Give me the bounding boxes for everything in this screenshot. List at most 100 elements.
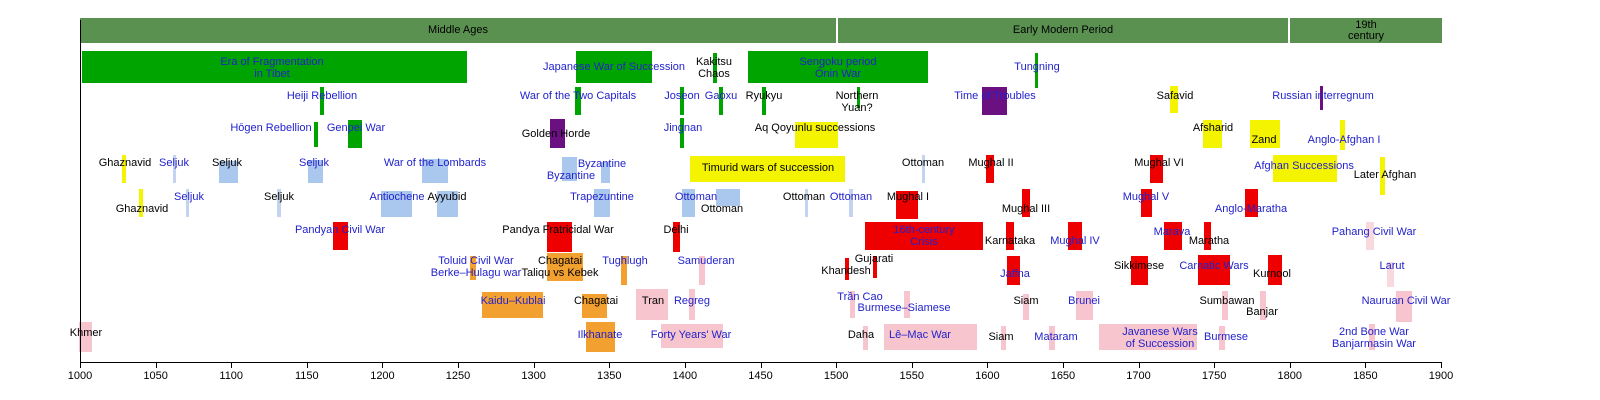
mataram-label[interactable]: Mataram bbox=[1034, 331, 1077, 343]
jaffna-label-line-0[interactable]: Jaffna bbox=[1000, 268, 1030, 280]
heiji-rebellion-label-line-0[interactable]: Heiji Rebellion bbox=[286, 90, 358, 102]
era-of-fragmentation-in-tibet-label[interactable]: Era of Fragmentation in Tibet bbox=[220, 56, 323, 80]
sengoku-period-onin-war-label-line-1[interactable]: Ōnin War bbox=[814, 68, 862, 80]
samuderan-label-line-0[interactable]: Samuderan bbox=[677, 255, 735, 267]
nauruan-civil-war-label-line-0[interactable]: Nauruan Civil War bbox=[1361, 295, 1451, 307]
regreg-label[interactable]: Regreg bbox=[674, 295, 710, 307]
carnatic-wars-label-line-0[interactable]: Carnatic Wars bbox=[1179, 260, 1249, 272]
ilkhanate-label-line-0[interactable]: Ilkhanate bbox=[577, 329, 623, 341]
sixteenth-century-crisis-label-line-0[interactable]: 16th-century bbox=[893, 224, 955, 236]
larut-label-line-0[interactable]: Larut bbox=[1379, 260, 1405, 272]
pahang-civil-war-label-line-0[interactable]: Pahang Civil War bbox=[1331, 226, 1417, 238]
larut-label[interactable]: Larut bbox=[1379, 260, 1404, 272]
burmese-label[interactable]: Burmese bbox=[1204, 331, 1248, 343]
pandyan-civil-war-label-line-0[interactable]: Pandyan Civil War bbox=[294, 224, 386, 236]
byzantine-1345-label[interactable]: Byzantine bbox=[547, 170, 595, 182]
sengoku-period-onin-war-label-line-0[interactable]: Sengoku period bbox=[799, 56, 877, 68]
japanese-war-of-succession-label-line-0[interactable]: Japanese War of Succession bbox=[542, 61, 686, 73]
japanese-war-of-succession-label[interactable]: Japanese War of Succession bbox=[543, 61, 685, 73]
tran-cao-label-line-0[interactable]: Trần Cao bbox=[837, 291, 883, 303]
jaffna-label[interactable]: Jaffna bbox=[1000, 268, 1030, 280]
ottoman-interregnum-label-line-0[interactable]: Ottoman bbox=[674, 191, 718, 203]
burmese-label-line-0[interactable]: Burmese bbox=[1203, 331, 1249, 343]
trapezuntine-label-line-0[interactable]: Trapezuntine bbox=[570, 191, 634, 203]
nauruan-civil-war-label[interactable]: Nauruan Civil War bbox=[1362, 295, 1451, 307]
tungning-label-line-0[interactable]: Tungning bbox=[1014, 61, 1060, 73]
hogen-rebellion-label[interactable]: Hōgen Rebellion bbox=[230, 122, 311, 134]
tughlugh-label[interactable]: Tughlugh bbox=[602, 255, 647, 267]
samuderan-label[interactable]: Samuderan bbox=[678, 255, 735, 267]
seljuk-upper-3-label[interactable]: Seljuk bbox=[299, 157, 329, 169]
ottoman-interregnum-label[interactable]: Ottoman bbox=[675, 191, 717, 203]
mughal-iv-label-line-0[interactable]: Mughal IV bbox=[1050, 235, 1100, 247]
second-bone-war-label-line-1[interactable]: Banjarmasin War bbox=[1332, 338, 1416, 350]
regreg-label-line-0[interactable]: Regreg bbox=[673, 295, 711, 307]
second-bone-war-label[interactable]: 2nd Bone War Banjarmasin War bbox=[1332, 326, 1416, 350]
jingnan-label-line-0[interactable]: Jingnan bbox=[663, 122, 703, 134]
mughal-v-label[interactable]: Mughal V bbox=[1123, 191, 1169, 203]
anglo-maratha-label[interactable]: Anglo-Maratha bbox=[1215, 203, 1287, 215]
carnatic-wars-label[interactable]: Carnatic Wars bbox=[1179, 260, 1248, 272]
burmese-siamese-label[interactable]: Burmese–Siamese bbox=[858, 302, 951, 314]
jingnan-label[interactable]: Jingnan bbox=[664, 122, 703, 134]
antiochene-label[interactable]: Antiochene bbox=[369, 191, 424, 203]
anglo-afghan-i-label-line-0[interactable]: Anglo-Afghan I bbox=[1307, 134, 1381, 146]
mughal-v-label-line-0[interactable]: Mughal V bbox=[1122, 191, 1170, 203]
le-mac-war-label[interactable]: Lê–Mạc War bbox=[889, 329, 951, 341]
brunei-label-line-0[interactable]: Brunei bbox=[1068, 295, 1100, 307]
forty-years-war-label-line-0[interactable]: Forty Years' War bbox=[650, 329, 732, 341]
war-of-the-two-capitals-label[interactable]: War of the Two Capitals bbox=[520, 90, 636, 102]
javanese-wars-of-succession-label-line-0[interactable]: Javanese Wars bbox=[1122, 326, 1198, 338]
toluid-civil-war-label-line-1[interactable]: Berke–Hulagu war bbox=[430, 267, 522, 279]
seljuk-upper-1-label-line-0[interactable]: Seljuk bbox=[159, 157, 189, 169]
sixteenth-century-crisis-label[interactable]: 16th-century Crisis bbox=[893, 224, 954, 248]
heiji-rebellion-label[interactable]: Heiji Rebellion bbox=[287, 90, 357, 102]
tungning-label[interactable]: Tungning bbox=[1014, 61, 1059, 73]
era-of-fragmentation-in-tibet-label-line-1[interactable]: in Tibet bbox=[254, 68, 290, 80]
kaidu-kublai-label-line-0[interactable]: Kaidu–Kublai bbox=[480, 295, 546, 307]
russian-interregnum-label[interactable]: Russian interregnum bbox=[1272, 90, 1374, 102]
genpei-war-label[interactable]: Genpei War bbox=[327, 122, 385, 134]
era-of-fragmentation-in-tibet-label-line-0[interactable]: Era of Fragmentation bbox=[220, 56, 324, 68]
anglo-afghan-i-label[interactable]: Anglo-Afghan I bbox=[1308, 134, 1381, 146]
mataram-label-line-0[interactable]: Mataram bbox=[1034, 331, 1078, 343]
javanese-wars-of-succession-label[interactable]: Javanese Wars of Succession bbox=[1122, 326, 1197, 350]
ottoman-1509-label-line-0[interactable]: Ottoman bbox=[829, 191, 873, 203]
tran-cao-label[interactable]: Trần Cao bbox=[837, 291, 882, 303]
gaoxu-label[interactable]: Gaoxu bbox=[705, 90, 737, 102]
byzantine-1321-label[interactable]: Byzantine bbox=[578, 158, 626, 170]
byzantine-1321-label-line-0[interactable]: Byzantine bbox=[577, 158, 627, 170]
tughlugh-label-line-0[interactable]: Tughlugh bbox=[602, 255, 648, 267]
seljuk-upper-3-label-line-0[interactable]: Seljuk bbox=[299, 157, 329, 169]
forty-years-war-label[interactable]: Forty Years' War bbox=[651, 329, 732, 341]
afghan-successions-label-line-0[interactable]: Afghan Successions bbox=[1254, 160, 1354, 172]
time-of-troubles-label-line-0[interactable]: Time of Troubles bbox=[954, 90, 1036, 102]
sixteenth-century-crisis-label-line-1[interactable]: Crisis bbox=[910, 236, 938, 248]
javanese-wars-of-succession-label-line-1[interactable]: of Succession bbox=[1125, 338, 1195, 350]
ottoman-1509-label[interactable]: Ottoman bbox=[830, 191, 872, 203]
genpei-war-label-line-0[interactable]: Genpei War bbox=[326, 122, 386, 134]
marava-label-line-0[interactable]: Marava bbox=[1153, 226, 1191, 238]
russian-interregnum-label-line-0[interactable]: Russian interregnum bbox=[1272, 90, 1374, 102]
joseon-label[interactable]: Joseon bbox=[664, 90, 699, 102]
antiochene-label-line-0[interactable]: Antiochene bbox=[369, 191, 425, 203]
gaoxu-label-line-0[interactable]: Gaoxu bbox=[704, 90, 738, 102]
pahang-civil-war-label[interactable]: Pahang Civil War bbox=[1332, 226, 1417, 238]
mughal-iv-label[interactable]: Mughal IV bbox=[1050, 235, 1100, 247]
war-of-the-two-capitals-label-line-0[interactable]: War of the Two Capitals bbox=[519, 90, 637, 102]
afghan-successions-label[interactable]: Afghan Successions bbox=[1254, 160, 1354, 172]
anglo-maratha-label-line-0[interactable]: Anglo-Maratha bbox=[1214, 203, 1288, 215]
byzantine-1345-label-line-0[interactable]: Byzantine bbox=[546, 170, 596, 182]
marava-label[interactable]: Marava bbox=[1154, 226, 1191, 238]
war-of-the-lombards-label-line-0[interactable]: War of the Lombards bbox=[383, 157, 487, 169]
seljuk-lower-1-label-line-0[interactable]: Seljuk bbox=[174, 191, 204, 203]
time-of-troubles-label[interactable]: Time of Troubles bbox=[954, 90, 1036, 102]
burmese-siamese-label-line-0[interactable]: Burmese–Siamese bbox=[857, 302, 951, 314]
kaidu-kublai-label[interactable]: Kaidu–Kublai bbox=[481, 295, 546, 307]
sengoku-period-onin-war-label[interactable]: Sengoku period Ōnin War bbox=[799, 56, 876, 80]
seljuk-lower-1-label[interactable]: Seljuk bbox=[174, 191, 204, 203]
hogen-rebellion-label-line-0[interactable]: Hōgen Rebellion bbox=[230, 122, 312, 134]
war-of-the-lombards-label[interactable]: War of the Lombards bbox=[384, 157, 486, 169]
seljuk-upper-1-label[interactable]: Seljuk bbox=[159, 157, 189, 169]
le-mac-war-label-line-0[interactable]: Lê–Mạc War bbox=[889, 329, 951, 341]
